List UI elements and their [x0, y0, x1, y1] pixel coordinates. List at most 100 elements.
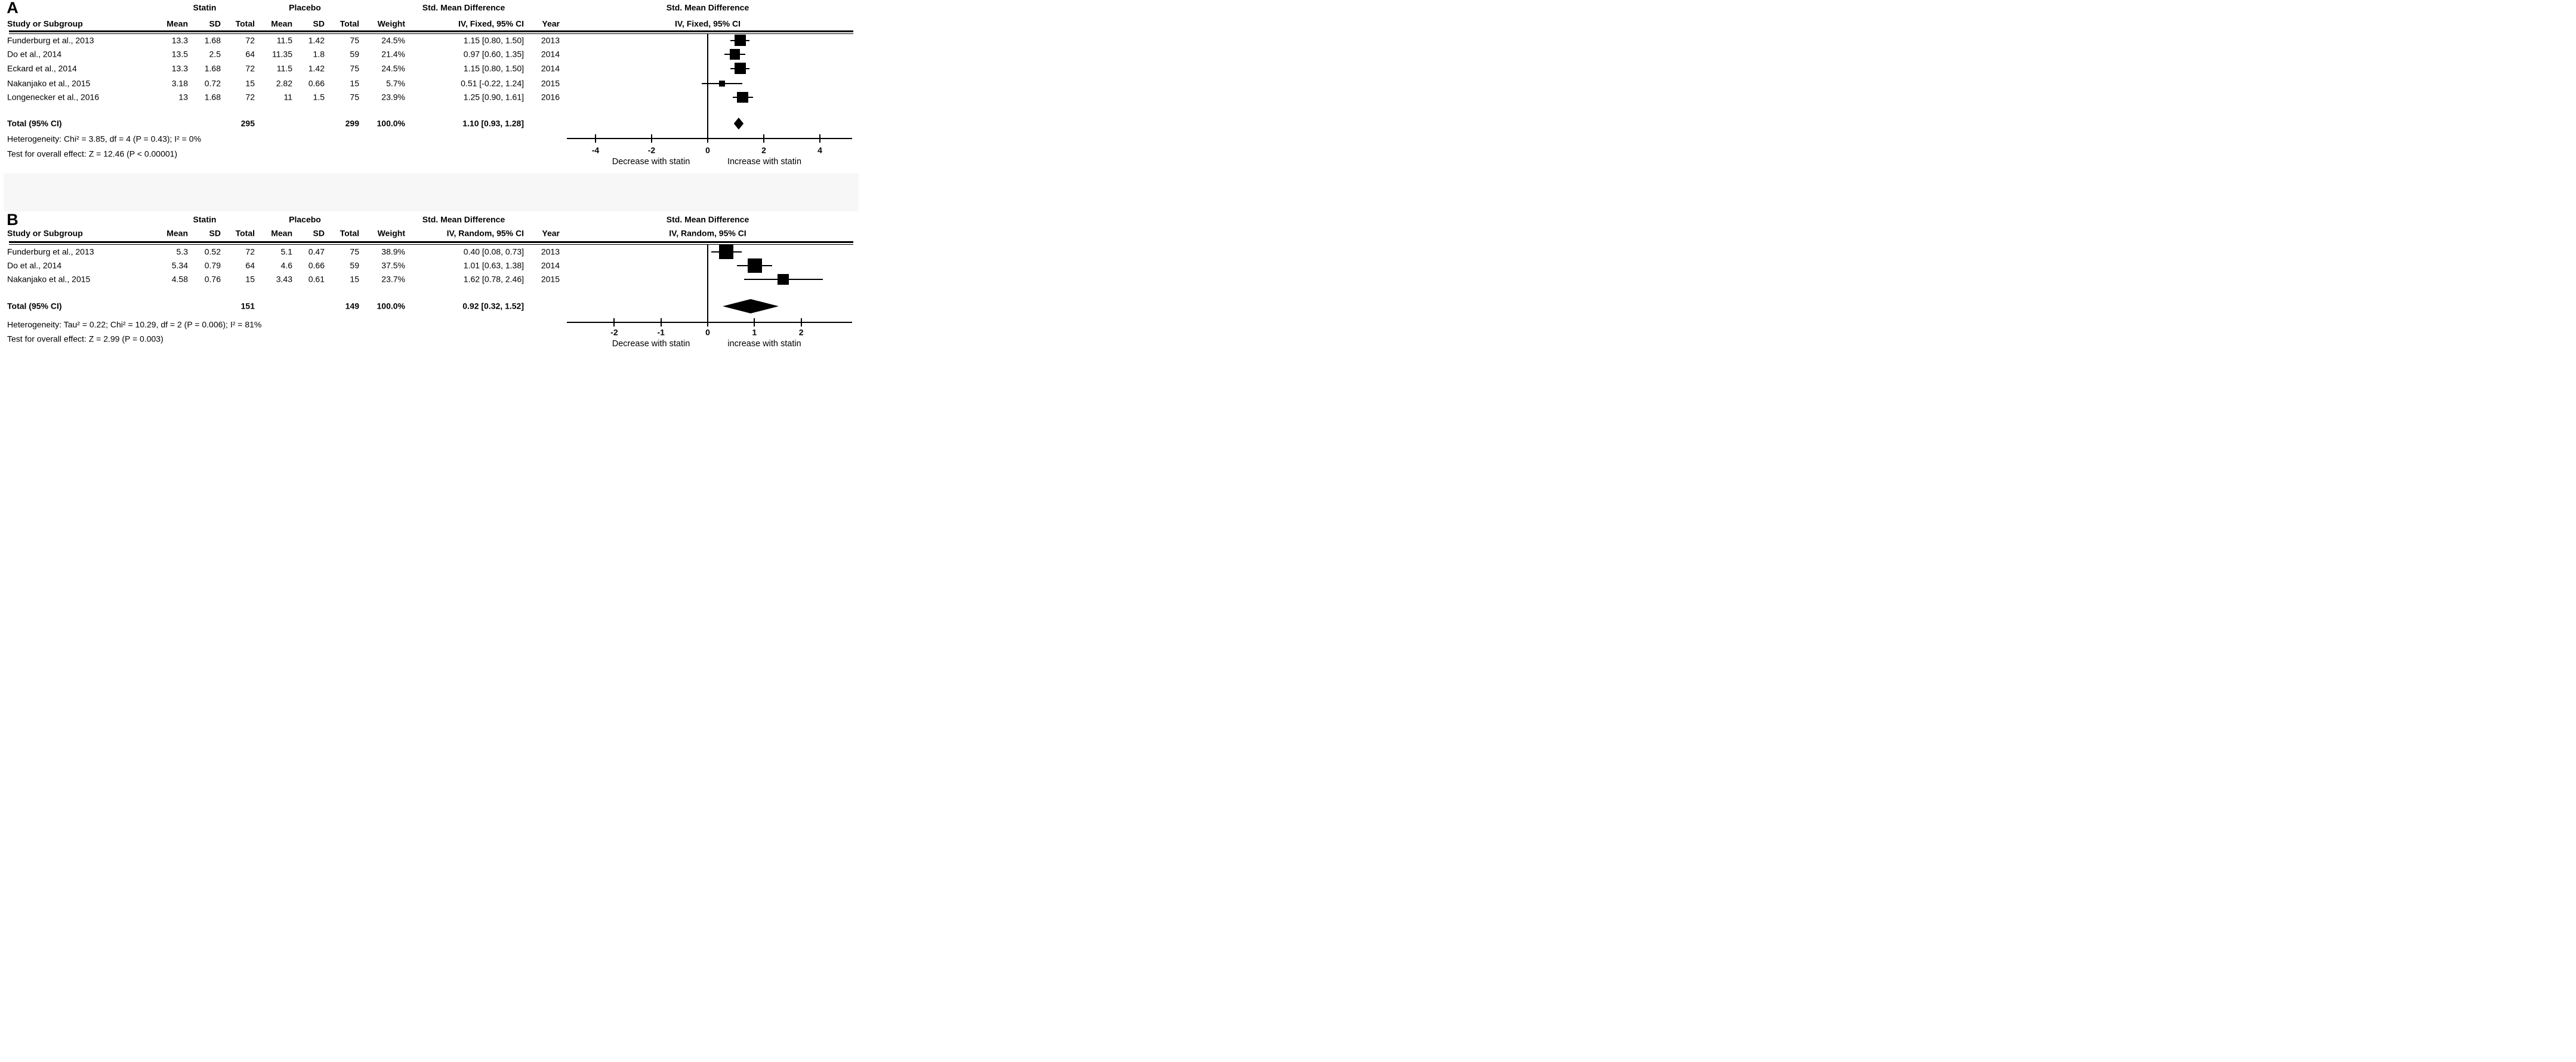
col-header-statin-mean: Mean — [166, 228, 188, 238]
year-value: 2013 — [541, 247, 560, 257]
axis-line — [567, 321, 852, 324]
axis-tick-label: 4 — [817, 145, 822, 155]
effect-ci-value: 0.51 [-0.22, 1.24] — [461, 78, 524, 88]
placebo-sd-value: 0.47 — [308, 247, 325, 257]
effect-header: Std. Mean Difference — [422, 2, 505, 13]
total-effect-ci: 0.92 [0.32, 1.52] — [462, 301, 524, 311]
col-header-study: Study or Subgroup — [7, 228, 83, 238]
statin-sd-value: 0.72 — [204, 78, 221, 88]
year-value: 2013 — [541, 35, 560, 45]
effect-square — [778, 273, 789, 285]
statin-mean-value: 5.3 — [176, 247, 188, 257]
axis-tick-label: 0 — [705, 327, 710, 337]
placebo-total-value: 15 — [350, 274, 359, 284]
col-header-study: Study or Subgroup — [7, 19, 83, 29]
statin-mean-value: 13.5 — [171, 49, 188, 59]
placebo-total-value: 59 — [350, 260, 359, 270]
header-rule-top — [9, 241, 853, 243]
axis-tick — [595, 134, 596, 143]
placebo-mean-value: 4.6 — [280, 260, 292, 270]
placebo-mean-value: 11.5 — [276, 35, 292, 45]
axis-line — [567, 137, 852, 140]
statin-mean-value: 3.18 — [171, 78, 188, 88]
col-header-placebo-mean: Mean — [271, 228, 292, 238]
plot-header-effect: Std. Mean Difference — [666, 2, 749, 13]
effect-square — [734, 35, 746, 47]
col-header-placebo-total: Total — [340, 228, 359, 238]
col-header-effect-ci: IV, Random, 95% CI — [446, 228, 524, 238]
statin-sd-value: 1.68 — [204, 35, 221, 45]
study-name: Longenecker et al., 2016 — [7, 92, 100, 102]
statin-total-value: 72 — [245, 247, 255, 257]
effect-ci-value: 1.15 [0.80, 1.50] — [463, 63, 524, 73]
weight-value: 38.9% — [381, 247, 405, 257]
total-statin-total: 295 — [240, 118, 255, 128]
panel-label: A — [7, 0, 18, 17]
panel-label: B — [7, 211, 18, 229]
placebo-total-value: 15 — [350, 78, 359, 88]
axis-caption-right: increase with statin — [727, 339, 801, 349]
statin-mean-value: 4.58 — [171, 274, 188, 284]
total-weight: 100.0% — [377, 301, 405, 311]
axis-tick — [660, 318, 662, 327]
total-placebo-total: 149 — [345, 301, 359, 311]
study-name: Do et al., 2014 — [7, 260, 62, 270]
effect-header: Std. Mean Difference — [422, 214, 505, 224]
placebo-total-value: 75 — [350, 247, 359, 257]
placebo-mean-value: 11.35 — [272, 49, 292, 59]
statin-mean-value: 5.34 — [171, 260, 188, 270]
year-value: 2015 — [541, 274, 560, 284]
placebo-mean-value: 5.1 — [280, 247, 292, 257]
axis-tick — [819, 134, 820, 143]
col-header-statin-total: Total — [235, 19, 255, 29]
col-header-placebo-sd: SD — [313, 228, 325, 238]
group-header-statin: Statin — [193, 2, 217, 13]
heterogeneity-text: Heterogeneity: Tau² = 0.22; Chi² = 10.29… — [7, 319, 262, 330]
heterogeneity-text: Heterogeneity: Chi² = 3.85, df = 4 (P = … — [7, 134, 202, 144]
axis-tick — [613, 318, 615, 327]
study-name: Eckard et al., 2014 — [7, 63, 77, 73]
statin-total-value: 15 — [245, 78, 255, 88]
axis-tick-label: -1 — [657, 327, 665, 337]
col-header-effect-ci: IV, Fixed, 95% CI — [458, 19, 524, 29]
effect-ci-value: 0.97 [0.60, 1.35] — [463, 49, 524, 59]
axis-tick — [763, 134, 764, 143]
placebo-total-value: 59 — [350, 49, 359, 59]
axis-tick-label: -2 — [610, 327, 618, 337]
study-name: Nakanjako et al., 2015 — [7, 274, 91, 284]
axis-tick-label: 2 — [761, 145, 766, 155]
col-header-placebo-sd: SD — [313, 19, 325, 29]
axis-tick — [800, 318, 802, 327]
year-value: 2014 — [541, 49, 560, 59]
col-header-year: Year — [542, 228, 560, 238]
placebo-mean-value: 11.5 — [276, 63, 292, 73]
year-value: 2014 — [541, 260, 560, 270]
study-name: Funderburg et al., 2013 — [7, 35, 94, 45]
study-name: Funderburg et al., 2013 — [7, 247, 94, 257]
study-name: Nakanjako et al., 2015 — [7, 78, 91, 88]
col-header-year: Year — [542, 19, 560, 29]
axis-tick — [754, 318, 755, 327]
placebo-total-value: 75 — [350, 92, 359, 102]
zero-line — [707, 33, 708, 143]
effect-ci-value: 1.01 [0.63, 1.38] — [463, 260, 524, 270]
effect-ci-value: 0.40 [0.08, 0.73] — [463, 247, 524, 257]
year-value: 2014 — [541, 63, 560, 73]
effect-square — [737, 91, 749, 103]
placebo-mean-value: 3.43 — [276, 274, 292, 284]
col-header-weight: Weight — [377, 228, 405, 238]
overall-effect-text: Test for overall effect: Z = 2.99 (P = 0… — [7, 334, 163, 344]
statin-mean-value: 13.3 — [171, 35, 188, 45]
total-effect-ci: 1.10 [0.93, 1.28] — [462, 118, 524, 128]
group-header-statin: Statin — [193, 214, 217, 224]
placebo-total-value: 75 — [350, 35, 359, 45]
pooled-diamond — [733, 118, 744, 130]
overall-effect-text: Test for overall effect: Z = 12.46 (P < … — [7, 149, 178, 159]
placebo-sd-value: 1.8 — [313, 49, 325, 59]
col-header-statin-mean: Mean — [166, 19, 188, 29]
axis-tick — [651, 134, 652, 143]
statin-total-value: 64 — [245, 260, 255, 270]
col-header-placebo-mean: Mean — [271, 19, 292, 29]
statin-total-value: 72 — [245, 63, 255, 73]
weight-value: 23.9% — [381, 92, 405, 102]
